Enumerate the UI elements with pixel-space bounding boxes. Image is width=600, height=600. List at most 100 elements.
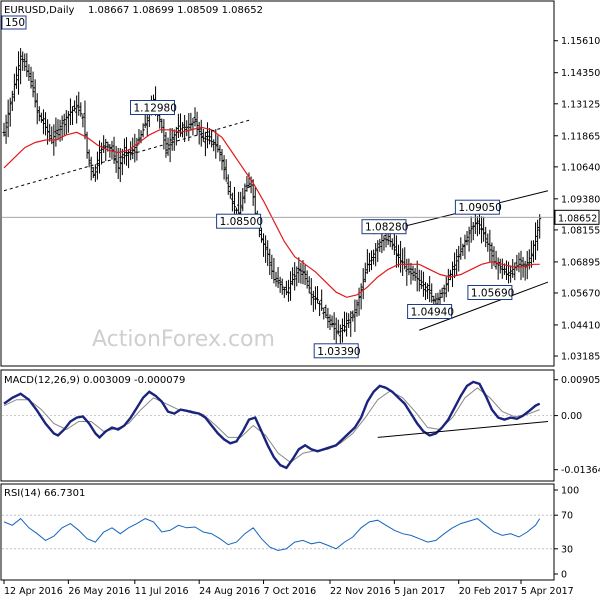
ohlc-bar [480, 216, 484, 244]
price-label: 1.05690 [467, 285, 514, 300]
ohlc-bar [81, 114, 85, 128]
ohlc-bar [392, 233, 396, 255]
rsi-y-tick-label: 100 [561, 486, 579, 497]
ohlc-bar [93, 164, 97, 182]
ohlc-bar [301, 260, 305, 285]
ohlc-bar [421, 271, 425, 297]
ohlc-bar [23, 53, 27, 72]
ohlc-bar [361, 268, 365, 300]
rsi-title: RSI(14) 66.7301 [4, 488, 85, 499]
ohlc-bar [313, 286, 317, 310]
ohlc-bar [426, 283, 430, 299]
ohlc-bar [197, 121, 201, 145]
ohlc-bar [185, 120, 189, 137]
ohlc-bar [264, 235, 268, 263]
ohlc-bar [131, 137, 135, 160]
ohlc-bar [228, 181, 232, 199]
ohlc-bar [463, 234, 467, 260]
macd-panel-frame [0, 369, 555, 482]
ohlc-bar [370, 250, 374, 271]
ohlc-bar [326, 307, 330, 329]
ohlc-bar [164, 132, 168, 158]
ohlc-bar [513, 262, 517, 281]
edge-price-label-box [1, 15, 27, 30]
ohlc-bar [488, 229, 492, 262]
ohlc-bar [162, 119, 166, 150]
ohlc-bar [330, 315, 334, 328]
x-tick-label: 20 Feb 2017 [459, 586, 518, 597]
ohlc-bar [336, 319, 340, 335]
ohlc-bar [482, 216, 486, 242]
ohlc-bar [446, 268, 450, 292]
ohlc-bar [199, 119, 203, 147]
ohlc-bar [282, 286, 286, 298]
ohlc-bar [195, 111, 199, 136]
ohlc-bar [19, 48, 23, 85]
ohlc-bar [226, 174, 230, 195]
price-y-tick-label: 1.13125 [561, 99, 600, 110]
ohlc-bar [27, 64, 31, 82]
price-label: 1.12980 [130, 100, 177, 115]
ohlc-bar [355, 299, 359, 317]
ohlc-bar [390, 238, 394, 250]
ohlc-bar [21, 51, 25, 71]
ohlc-bar [419, 270, 423, 290]
ohlc-bar [2, 122, 6, 137]
ohlc-bar [409, 262, 413, 285]
price-label: 1.08280 [361, 219, 408, 235]
ohlc-bar [212, 139, 216, 152]
ohlc-bar [278, 276, 282, 293]
price-y-tick-label: 1.15610 [561, 36, 600, 47]
ohlc-bar [118, 147, 122, 183]
ohlc-bar [417, 269, 421, 292]
ohlc-bar [29, 66, 33, 89]
ohlc-bar [376, 240, 380, 262]
ohlc-bar [303, 264, 307, 285]
ohlc-bar [276, 267, 280, 289]
ohlc-bar [100, 142, 104, 165]
price-y-tick-label: 1.10640 [561, 162, 600, 173]
ohlc-bar [347, 313, 351, 328]
rsi-panel-frame [0, 483, 555, 581]
price-label-text: 1.04940 [411, 307, 454, 319]
current-price-box-rect [554, 209, 600, 225]
ohlc-bar [218, 145, 222, 162]
ohlc-bar [305, 270, 309, 289]
ohlc-bar [104, 138, 108, 162]
ohlc-bar [12, 73, 16, 102]
edge-price-label-text: 150 [5, 17, 25, 29]
ohlc-bar [477, 211, 481, 235]
price-y-tick-label: 1.09380 [561, 194, 600, 205]
moving-average-line [3, 126, 540, 298]
ohlc-bar [428, 276, 432, 303]
ohlc-bar [289, 271, 293, 301]
ohlc-bar [299, 262, 303, 284]
rsi-y-tick-label: 30 [561, 544, 573, 555]
ohlc-bar [465, 230, 469, 246]
ohlc-bar [41, 109, 45, 135]
ohlc-bar [307, 276, 311, 294]
ohlc-bar [293, 262, 297, 291]
price-label: 1.04940 [407, 304, 454, 319]
price-label: 1.09050 [454, 199, 502, 215]
price-label: 1.08500 [216, 213, 263, 229]
ohlc-bar [525, 250, 529, 280]
price-label-box [216, 213, 262, 229]
price-label-text: 1.08500 [220, 216, 263, 228]
ohlc-bar [193, 107, 197, 127]
ohlc-bar [534, 222, 538, 260]
x-tick-label: 11 Jul 2016 [135, 586, 189, 597]
ohlc-bar [243, 183, 247, 204]
ohlc-bar [440, 287, 444, 298]
ohlc-bar [170, 128, 174, 151]
ohlc-bar [349, 311, 353, 337]
ohlc-bar [332, 312, 336, 340]
ohlc-bar [509, 265, 513, 283]
ohlc-bar [473, 211, 477, 235]
ohlc-bar [129, 141, 133, 161]
ohlc-bar [191, 117, 195, 136]
ohlc-bar [6, 99, 10, 138]
ohlc-bar [399, 240, 403, 273]
macd-trendline [377, 421, 549, 438]
